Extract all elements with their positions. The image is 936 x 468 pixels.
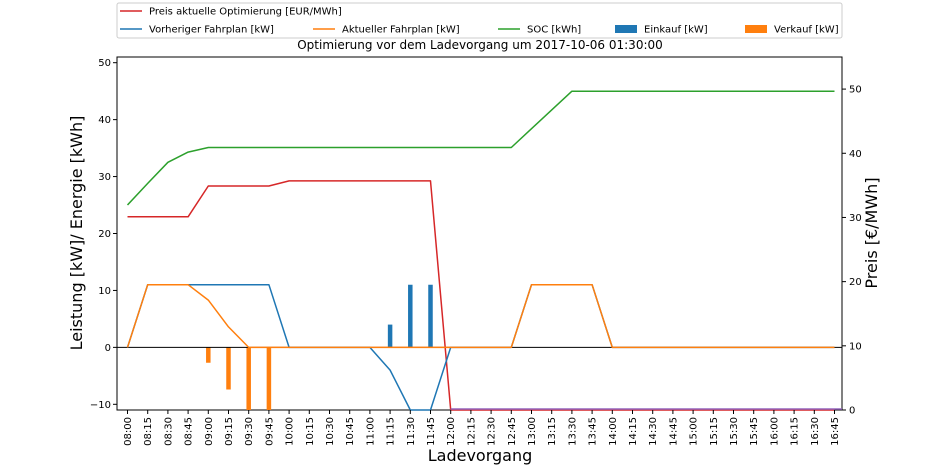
x-tick-label: 14:30	[648, 417, 659, 446]
x-tick-label: 16:00	[769, 417, 780, 446]
x-tick-label: 13:15	[547, 417, 558, 446]
x-tick-label: 16:45	[830, 417, 841, 446]
legend-label: SOC [kWh]	[527, 25, 581, 36]
x-tick-label: 12:15	[466, 417, 477, 446]
legend-item-soc: SOC [kWh]	[498, 25, 581, 36]
series-line-aktueller-fahrplan	[126, 283, 835, 349]
x-tick-label: 12:30	[487, 417, 498, 446]
x-tick-label: 15:15	[709, 417, 720, 446]
x-tick-label: 10:30	[325, 417, 336, 446]
left-tick-label: 20	[98, 229, 111, 240]
x-tick-label: 09:45	[264, 417, 275, 446]
x-tick-label: 10:45	[345, 417, 356, 446]
x-tick-label: 08:00	[123, 417, 134, 446]
bar-einkauf-11:45	[428, 284, 433, 348]
legend-swatch-bar	[745, 25, 767, 33]
bar-einkauf-11:15	[387, 324, 393, 348]
legend-label: Aktueller Fahrplan [kW]	[342, 25, 460, 36]
bar-verkauf-09:45	[266, 347, 272, 410]
legend-label: Verkauf [kW]	[774, 25, 839, 36]
x-tick-label: 13:00	[527, 417, 538, 446]
bar-layer	[206, 284, 433, 410]
x-tick-label: 08:30	[163, 417, 174, 446]
x-tick-label: 15:00	[689, 417, 700, 446]
legend-frame	[116, 2, 843, 39]
chart-title: Optimierung vor dem Ladevorgang um 2017-…	[297, 38, 663, 52]
bar-verkauf-09:30	[246, 347, 251, 410]
legend-label: Preis aktuelle Optimierung [EUR/MWh]	[149, 7, 342, 18]
x-tick-label: 08:45	[184, 417, 195, 446]
left-tick-label: 50	[98, 58, 111, 69]
left-tick-label: 30	[98, 172, 111, 183]
x-tick-label: 08:15	[143, 417, 154, 446]
legend-item-verkauf: Verkauf [kW]	[745, 25, 839, 36]
legend-swatch-bar	[615, 25, 637, 33]
left-tick-label: 10	[98, 286, 111, 297]
y-axis-left-label: Leistung [kW]/ Energie [kWh]	[67, 116, 86, 351]
x-axis: 08:00 08:15 08:30 08:45 09:00 09:15 09:30 09:45…	[123, 410, 841, 446]
right-tick-label: 30	[849, 213, 862, 224]
left-tick-label: −10	[90, 400, 111, 411]
x-tick-label: 11:15	[386, 417, 397, 446]
x-tick-label: 11:30	[406, 417, 417, 446]
x-axis-label: Ladevorgang	[428, 446, 533, 465]
x-tick-label: 09:00	[204, 417, 215, 446]
bar-verkauf-09:15	[226, 347, 231, 390]
left-tick-label: 40	[98, 115, 111, 126]
left-tick-label: 0	[105, 343, 111, 354]
x-tick-label: 09:30	[244, 417, 255, 446]
x-tick-label: 12:00	[446, 417, 457, 446]
x-tick-label: 10:15	[305, 417, 316, 446]
right-tick-label: 0	[849, 406, 855, 417]
x-tick-label: 13:30	[567, 417, 578, 446]
x-tick-label: 16:30	[810, 417, 821, 446]
x-tick-label: 11:45	[426, 417, 437, 446]
left-y-axis: −10 0 10 20 30 40 50	[90, 58, 117, 411]
right-y-axis: 0 10 20 30 40 50	[842, 85, 862, 417]
x-tick-label: 15:30	[729, 417, 740, 446]
x-tick-label: 14:00	[608, 417, 619, 446]
bar-einkauf-11:30	[408, 284, 413, 348]
series-line-preis	[127, 180, 835, 411]
right-tick-label: 40	[849, 149, 862, 160]
legend-item-vorheriger-fahrplan: Vorheriger Fahrplan [kW]	[120, 25, 274, 36]
y-axis-right-label: Preis [€/MWh]	[862, 177, 881, 288]
line-layer	[126, 90, 842, 411]
right-tick-label: 10	[849, 341, 862, 352]
x-tick-label: 09:15	[224, 417, 235, 446]
right-tick-label: 20	[849, 277, 862, 288]
x-tick-label: 12:45	[507, 417, 518, 446]
series-line-soc	[126, 90, 835, 206]
right-tick-label: 50	[849, 85, 862, 96]
legend-label: Einkauf [kW]	[644, 25, 708, 36]
legend-label: Vorheriger Fahrplan [kW]	[149, 25, 274, 36]
legend-item-preis: Preis aktuelle Optimierung [EUR/MWh]	[120, 7, 342, 18]
legend-item-einkauf: Einkauf [kW]	[615, 25, 708, 36]
x-tick-label: 10:00	[285, 417, 296, 446]
x-tick-label: 15:45	[749, 417, 760, 446]
x-tick-label: 14:15	[628, 417, 639, 446]
legend-item-aktueller-fahrplan: Aktueller Fahrplan [kW]	[313, 25, 460, 36]
x-tick-label: 14:45	[668, 417, 679, 446]
legend: Preis aktuelle Optimierung [EUR/MWh] Vorh…	[116, 2, 843, 39]
x-tick-label: 16:15	[790, 417, 801, 446]
bar-verkauf-09:00	[206, 347, 211, 363]
x-tick-label: 13:45	[588, 417, 599, 446]
plot-frame	[116, 56, 843, 411]
x-tick-label: 11:00	[365, 417, 376, 446]
